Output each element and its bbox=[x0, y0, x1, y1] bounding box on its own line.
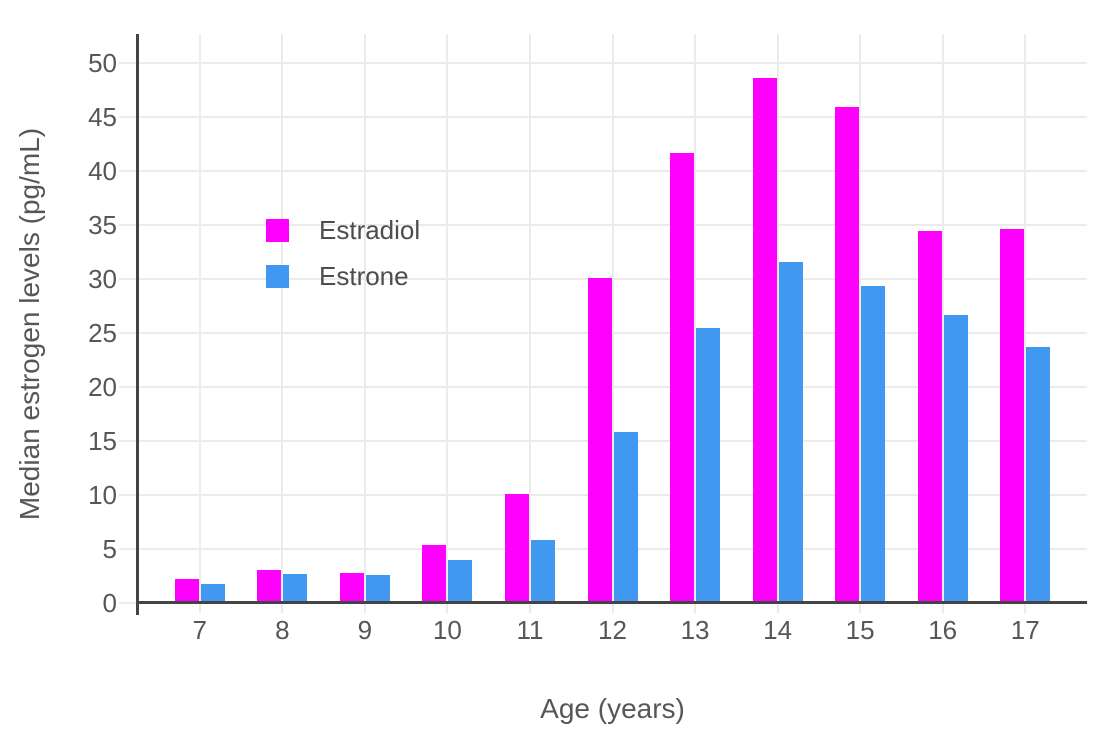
y-tick-mark bbox=[119, 548, 138, 550]
vertical-gridline bbox=[198, 34, 201, 603]
y-tick-mark bbox=[119, 494, 138, 497]
y-tick-mark bbox=[119, 278, 138, 281]
y-tick-label: 50 bbox=[88, 48, 117, 79]
vertical-gridline bbox=[528, 34, 531, 603]
legend-label-estradiol: Estradiol bbox=[319, 215, 421, 245]
y-tick-label: 45 bbox=[88, 102, 117, 133]
horizontal-gridline bbox=[138, 548, 1087, 550]
y-tick-label: 15 bbox=[88, 426, 117, 457]
bar-estrone-age-9 bbox=[365, 574, 390, 603]
bar-estrone-age-11 bbox=[530, 540, 555, 603]
x-tick-mark bbox=[363, 604, 366, 613]
horizontal-gridline bbox=[138, 332, 1087, 335]
bar-estrone-age-12 bbox=[613, 432, 638, 603]
y-tick-label: 20 bbox=[88, 372, 117, 403]
vertical-gridline bbox=[694, 34, 697, 603]
x-tick-mark bbox=[941, 604, 944, 613]
bar-estradiol-age-8 bbox=[257, 569, 282, 603]
bar-estrone-age-10 bbox=[448, 559, 473, 603]
x-tick-label: 10 bbox=[432, 615, 462, 645]
bar-estrone-age-16 bbox=[943, 314, 968, 603]
y-tick-mark bbox=[119, 332, 138, 335]
bar-estrone-age-17 bbox=[1026, 347, 1051, 603]
x-tick-mark bbox=[611, 604, 614, 613]
y-tick-mark bbox=[119, 386, 138, 389]
y-axis-line bbox=[136, 34, 139, 615]
bar-estradiol-age-10 bbox=[422, 544, 447, 603]
x-tick-mark bbox=[198, 604, 201, 613]
vertical-gridline bbox=[776, 34, 779, 603]
vertical-gridline bbox=[859, 34, 862, 603]
bar-estradiol-age-16 bbox=[917, 230, 942, 603]
x-tick-label: 13 bbox=[680, 615, 710, 645]
vertical-gridline bbox=[281, 34, 284, 603]
y-tick-mark bbox=[119, 62, 138, 65]
y-tick-mark bbox=[119, 170, 138, 173]
x-tick-label: 15 bbox=[845, 615, 875, 645]
bar-estrone-age-14 bbox=[778, 261, 803, 603]
vertical-gridline bbox=[611, 34, 614, 603]
y-tick-label: 30 bbox=[88, 264, 117, 295]
y-tick-label: 10 bbox=[88, 480, 117, 511]
legend-label-estrone: Estrone bbox=[319, 261, 409, 291]
x-tick-label: 9 bbox=[357, 615, 373, 645]
bar-estrone-age-8 bbox=[283, 573, 308, 603]
x-tick-mark bbox=[528, 604, 531, 613]
bar-estradiol-age-14 bbox=[752, 78, 777, 603]
bar-estradiol-age-9 bbox=[339, 572, 364, 603]
x-tick-label: 16 bbox=[928, 615, 958, 645]
estradiol-swatch bbox=[266, 219, 289, 242]
vertical-gridline bbox=[363, 34, 366, 603]
y-tick-mark bbox=[119, 440, 138, 443]
x-tick-mark bbox=[694, 604, 697, 613]
x-tick-label: 8 bbox=[275, 615, 290, 645]
y-tick-label: 0 bbox=[102, 588, 117, 618]
estrone-swatch bbox=[266, 265, 289, 288]
bar-estradiol-age-15 bbox=[835, 107, 860, 603]
legend-item-estrone[interactable]: Estrone bbox=[266, 261, 420, 292]
y-tick-label: 35 bbox=[88, 210, 117, 241]
horizontal-gridline bbox=[138, 440, 1087, 443]
x-axis-line bbox=[136, 601, 1087, 604]
y-tick-mark bbox=[119, 224, 138, 227]
horizontal-gridline bbox=[138, 62, 1087, 65]
horizontal-gridline bbox=[138, 278, 1087, 281]
bar-estradiol-age-17 bbox=[1000, 229, 1025, 603]
y-tick-mark bbox=[119, 602, 138, 604]
x-axis-title: Age (years) bbox=[540, 693, 685, 724]
bar-estrone-age-13 bbox=[696, 327, 721, 603]
vertical-gridline bbox=[1024, 34, 1027, 603]
x-tick-label: 7 bbox=[192, 615, 207, 645]
y-tick-mark bbox=[119, 116, 138, 119]
x-tick-label: 17 bbox=[1010, 615, 1040, 645]
bar-estradiol-age-12 bbox=[587, 278, 612, 603]
x-tick-label: 14 bbox=[763, 615, 793, 645]
horizontal-gridline bbox=[138, 386, 1087, 389]
y-tick-label: 25 bbox=[88, 318, 117, 349]
x-tick-mark bbox=[1024, 604, 1027, 613]
x-tick-mark bbox=[776, 604, 779, 613]
bar-estradiol-age-7 bbox=[174, 579, 199, 603]
bar-estradiol-age-13 bbox=[670, 152, 695, 603]
vertical-gridline bbox=[446, 34, 449, 603]
vertical-gridline bbox=[941, 34, 944, 603]
y-tick-label: 40 bbox=[88, 156, 117, 187]
x-tick-mark bbox=[281, 604, 284, 613]
x-tick-mark bbox=[446, 604, 449, 613]
x-tick-label: 12 bbox=[598, 615, 627, 645]
horizontal-gridline bbox=[138, 224, 1087, 227]
horizontal-gridline bbox=[138, 170, 1087, 173]
horizontal-gridline bbox=[138, 494, 1087, 497]
bar-estrone-age-15 bbox=[861, 285, 886, 603]
x-tick-mark bbox=[859, 604, 862, 613]
horizontal-gridline bbox=[138, 116, 1087, 119]
y-tick-label: 5 bbox=[102, 534, 117, 564]
legend: Estradiol Estrone bbox=[266, 215, 420, 307]
y-axis-title: Median estrogen levels (pg/mL) bbox=[14, 127, 45, 521]
x-tick-label: 11 bbox=[516, 615, 544, 645]
legend-item-estradiol[interactable]: Estradiol bbox=[266, 215, 420, 246]
bar-estrone-age-7 bbox=[200, 583, 225, 603]
bar-estradiol-age-11 bbox=[504, 493, 529, 603]
